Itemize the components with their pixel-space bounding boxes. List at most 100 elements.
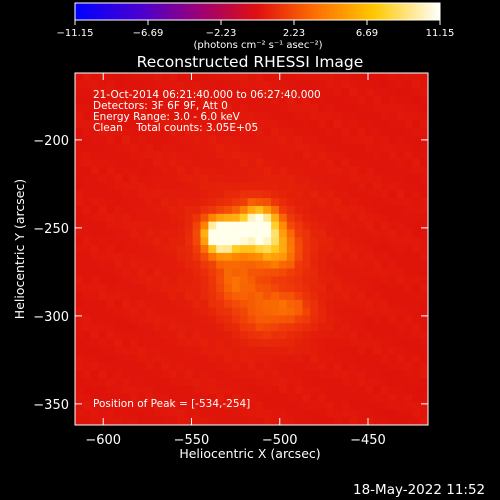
heatmap-cell [98,323,107,332]
heatmap-cell [98,252,107,262]
heatmap-cell [404,151,413,160]
heatmap-cell [310,307,319,317]
heatmap-cell [247,260,257,270]
heatmap-cell [224,370,233,379]
heatmap-cell [412,362,421,371]
heatmap-cell [192,112,202,121]
heatmap-cell [310,378,319,387]
heatmap-cell [208,80,217,90]
heatmap-cell [176,135,186,144]
heatmap-cell [129,143,139,152]
heatmap-cell [255,159,264,168]
heatmap-cell [326,198,335,207]
heatmap-cell [373,417,382,425]
heatmap-cell [326,229,335,238]
heatmap-cell [294,307,304,317]
heatmap-cell [388,284,398,293]
heatmap-cell [310,112,319,121]
heatmap-cell [247,354,257,364]
heatmap-cell [326,276,335,285]
heatmap-cell [176,96,186,105]
heatmap-cell [137,417,147,425]
heatmap-cell [145,401,155,410]
heatmap-cell [357,299,366,309]
heatmap-cell [318,190,327,199]
heatmap-cell [169,135,178,144]
heatmap-cell [114,221,123,231]
heatmap-cell [271,182,280,191]
heatmap-cell [302,378,311,387]
heatmap-cell [380,417,390,425]
heatmap-cell [357,268,366,277]
heatmap-cell [239,323,249,332]
heatmap-cell [137,299,147,309]
heatmap-cell [176,284,186,293]
heatmap-cell [122,112,131,121]
heatmap-cell [412,331,421,340]
heatmap-cell [137,104,147,113]
heatmap-cell [200,80,209,90]
heatmap-cell [129,166,139,176]
heatmap-cell [247,135,257,144]
heatmap-cell [82,315,92,324]
heatmap-cell [404,104,413,113]
heatmap-cell [75,159,84,168]
heatmap-cell [420,112,428,121]
heatmap-cell [122,260,131,270]
heatmap-cell [420,127,428,137]
heatmap-cell [404,159,413,168]
heatmap-cell [278,346,288,356]
heatmap-cell [129,198,139,207]
heatmap-cell [318,338,327,348]
heatmap-cell [310,182,319,191]
heatmap-cell [224,112,233,121]
heatmap-cell [420,151,428,160]
heatmap-cell [106,190,115,199]
heatmap-cell [333,213,343,223]
heatmap-cell [247,174,257,184]
heatmap-cell [388,205,398,215]
heatmap-cell [341,354,351,364]
heatmap-cell [310,354,319,364]
heatmap-cell [106,96,115,105]
heatmap-cell [231,260,241,270]
heatmap-cell [184,96,194,105]
heatmap-cell [278,205,288,215]
heatmap-cell [255,370,264,379]
heatmap-cell [153,213,162,223]
heatmap-cell [365,299,374,309]
heatmap-cell [247,385,257,395]
heatmap-cell [82,88,92,98]
heatmap-cell [278,299,288,309]
heatmap-cell [278,252,288,262]
heatmap-cell [380,88,390,98]
heatmap-cell [404,401,413,410]
heatmap-cell [373,221,382,231]
heatmap-cell [357,205,366,215]
heatmap-cell [404,284,413,293]
heatmap-cell [420,80,428,90]
heatmap-cell [365,307,374,317]
heatmap-cell [278,354,288,364]
heatmap-cell [106,151,115,160]
heatmap-cell [357,323,366,332]
heatmap-cell [420,385,428,395]
heatmap-cell [137,346,147,356]
heatmap-cell [286,151,296,160]
heatmap-cell [82,80,92,90]
heatmap-cell [380,385,390,395]
heatmap-cell [420,331,428,340]
heatmap-cell [106,88,115,98]
heatmap-cell [357,385,366,395]
heatmap-cell [365,331,374,340]
heatmap-cell [216,104,225,113]
heatmap-cell [122,182,131,191]
heatmap-cell [341,401,351,410]
heatmap-cell [294,260,304,270]
heatmap-cell [82,73,92,82]
heatmap-cell [129,409,139,418]
heatmap-cell [341,166,351,176]
heatmap-cell [129,370,139,379]
heatmap-cell [114,393,123,403]
